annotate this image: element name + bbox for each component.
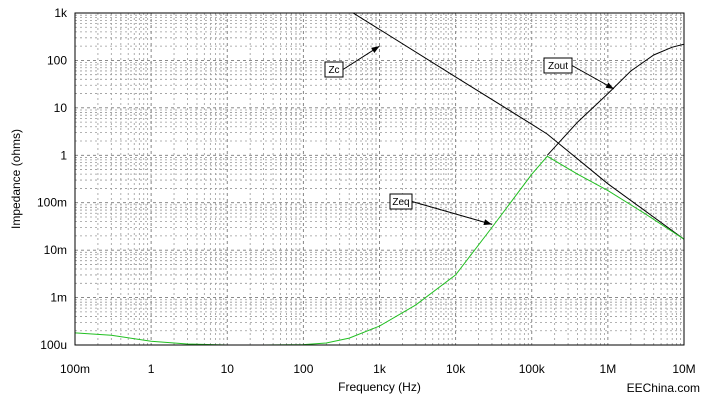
series-line-zc [352,13,684,240]
series-line-zeq [75,155,684,345]
series-line-zout [546,43,684,156]
y-tick-label: 1m [50,291,67,305]
annotation-label: Zout [548,61,568,72]
y-tick-labels: 1k 100 10 1 100m 10m 1m 100u [37,6,68,352]
y-tick-label: 10m [44,243,67,257]
x-tick-label: 1 [148,362,155,376]
x-tick-label: 10M [672,362,695,376]
annotation-arrowhead [605,82,614,89]
y-tick-label: 1k [54,6,68,20]
grid [75,13,684,345]
y-tick-label: 1 [60,148,67,162]
annotation-box [324,61,344,78]
y-tick-label: 100u [40,338,67,352]
annotation-label: Zeq [392,197,409,208]
annotation-box [543,57,573,74]
x-tick-label: 1M [600,362,617,376]
annotation-arrowhead [483,219,492,226]
x-tick-label: 1k [373,362,387,376]
annotation-leader [411,201,493,225]
x-tick-label: 10 [221,362,235,376]
y-tick-label: 100 [47,53,67,67]
y-tick-label: 100m [37,196,67,210]
annotations: Zc Zout Zeq [324,45,615,226]
y-tick-label: 10 [54,101,68,115]
annotation-zc: Zc [324,45,380,78]
x-axis-label: Frequency (Hz) [338,380,421,394]
x-tick-labels: 100m 1 10 100 1k 10k 100k 1M 10M [60,362,696,376]
annotation-arrowhead [371,46,380,53]
x-tick-label: 100k [519,362,546,376]
annotation-label: Zc [328,65,339,76]
annotation-leader [571,65,615,90]
annotation-zout: Zout [543,57,615,90]
watermark-text: EEChina.com [627,381,700,395]
annotation-zeq: Zeq [389,193,493,226]
x-tick-label: 100 [293,362,313,376]
annotation-box [389,193,413,210]
x-tick-label: 10k [446,362,466,376]
plot-frame [74,12,685,346]
y-axis-label: Impedance (ohms) [9,129,23,229]
x-tick-label: 100m [60,362,90,376]
series-group [75,13,684,345]
